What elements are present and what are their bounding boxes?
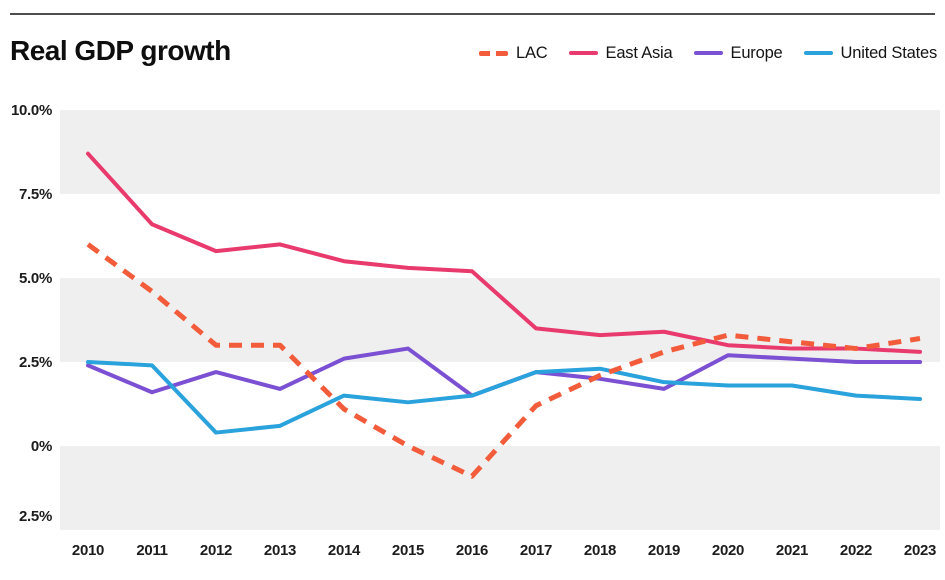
legend-label-europe: Europe	[730, 43, 783, 62]
x-axis-tick-label: 2019	[648, 542, 680, 559]
x-axis-tick-label: 2021	[776, 542, 808, 559]
legend-swatch-united-states	[803, 51, 833, 56]
x-axis-tick-label: 2017	[520, 542, 552, 559]
legend-item-east-asia: East Asia	[568, 43, 673, 63]
legend-swatch-europe	[693, 51, 723, 56]
legend-swatch-lac	[479, 50, 509, 56]
chart-header: Real GDP growth LAC East Asia Europe Uni…	[10, 35, 937, 67]
x-axis-tick-label: 2023	[904, 542, 936, 559]
legend-label-lac: LAC	[516, 43, 548, 62]
y-axis-tick-label: 2.5%	[19, 354, 52, 371]
x-axis-tick-label: 2012	[200, 542, 232, 559]
legend-label-east-asia: East Asia	[605, 43, 673, 62]
series-line-east-asia	[86, 151, 922, 354]
x-axis-tick-label: 2011	[136, 542, 167, 559]
legend-label-united-states: United States	[840, 43, 938, 62]
x-axis-tick-label: 2014	[328, 542, 361, 559]
y-axis-tick-label: 5.0%	[19, 270, 52, 287]
chart-title: Real GDP growth	[10, 35, 231, 66]
legend: LAC East Asia Europe United States	[479, 40, 937, 63]
x-axis-tick-label: 2015	[392, 542, 424, 559]
top-rule	[10, 13, 935, 15]
grid-band	[60, 110, 940, 194]
x-axis-tick-label: 2013	[264, 542, 296, 559]
legend-item-united-states: United States	[803, 43, 938, 63]
y-axis-tick-label: 7.5%	[19, 186, 52, 203]
series-line-lac	[86, 242, 921, 479]
legend-swatch-east-asia	[568, 51, 598, 56]
legend-item-europe: Europe	[693, 43, 783, 63]
y-axis-tick-label: 2.5%	[19, 508, 52, 525]
series-line-united-states	[86, 360, 922, 435]
x-axis-tick-label: 2022	[840, 542, 872, 559]
legend-item-lac: LAC	[479, 44, 548, 63]
x-axis-tick-label: 2018	[584, 542, 616, 559]
x-axis-tick-label: 2016	[456, 542, 488, 559]
y-axis-tick-label: 10.0%	[11, 102, 52, 119]
y-axis-tick-label: 0%	[31, 438, 52, 455]
x-axis-tick-label: 2020	[712, 542, 744, 559]
x-axis-tick-label: 2010	[72, 542, 104, 559]
grid-band	[60, 446, 940, 530]
